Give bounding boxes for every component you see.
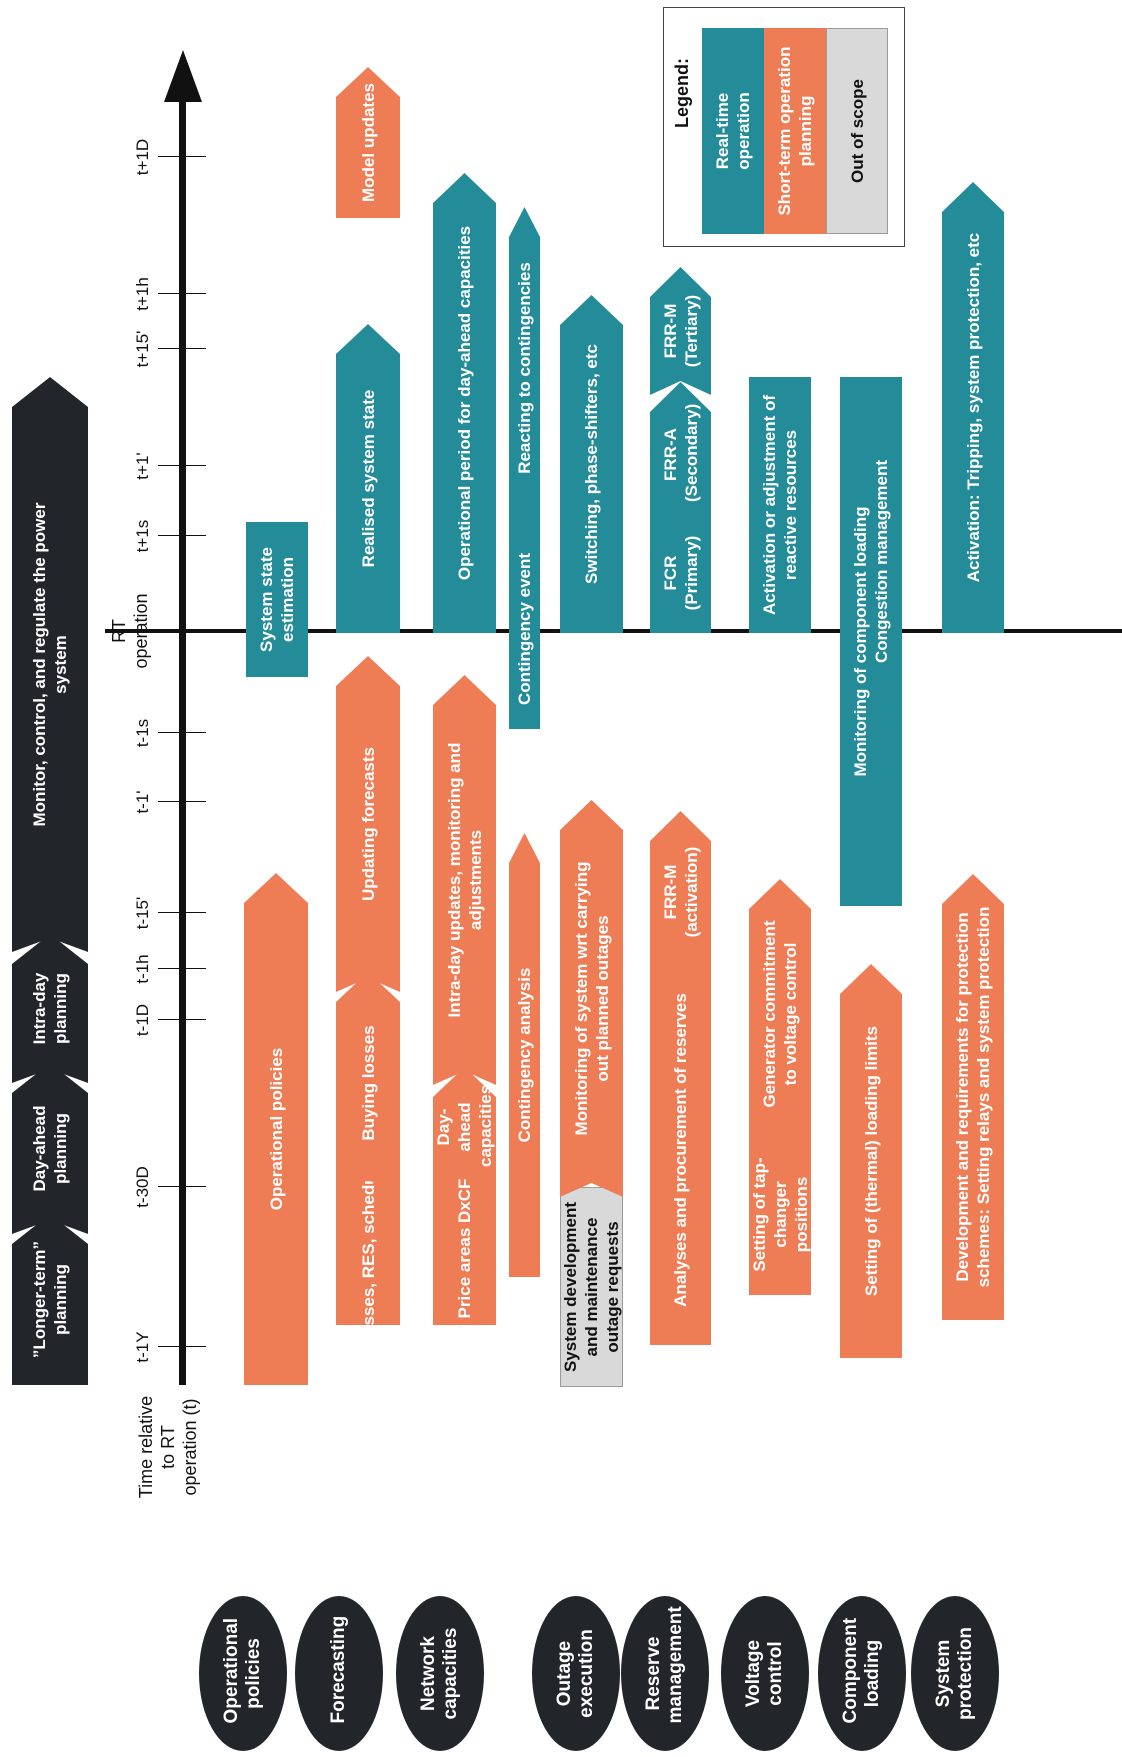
bar-operational-policies: Operational policies	[244, 873, 308, 1385]
monitoring-loading-text: Monitoring of component loading	[851, 506, 870, 777]
category-oval: Operational policies	[199, 1596, 287, 1751]
phase-monitor: Monitor, control, and regulate the power…	[12, 377, 88, 952]
congestion-text: Congestion management	[872, 459, 891, 664]
bar-contingency-analysis: Contingency analysis	[509, 833, 540, 1277]
axis-tick-label: t-1Y	[133, 1331, 152, 1363]
phase-longer-term: ”Longer-term” planning	[12, 1214, 88, 1385]
category-label: Reserve management	[643, 1606, 686, 1724]
axis-tick-mark	[158, 968, 206, 969]
bar-model-updates: Model updates	[336, 67, 400, 218]
bar-protection-development: Development and requirements for protect…	[942, 874, 1004, 1320]
bar-component-loading: Monitoring of component loading Congesti…	[840, 377, 902, 906]
axis-tick-mark	[158, 1186, 206, 1187]
category-label: Operational policies	[221, 1617, 264, 1724]
bar-reacting-to-contingencies: Reacting to contingencies	[509, 207, 540, 529]
axis-tick-mark	[158, 1346, 206, 1347]
category-label: Voltage control	[743, 1639, 786, 1708]
bar-reactive-resources: Activation or adjustment of reactive res…	[749, 377, 811, 633]
category-label: System protection	[933, 1627, 976, 1720]
bar-intra-day-updates: Intra-day updates, monitoring and adjust…	[433, 675, 496, 1085]
bar-contingency-event: Contingency event	[509, 529, 540, 729]
category-oval: Reserve management	[621, 1596, 709, 1751]
axis-tick-mark	[158, 912, 206, 913]
bar-frrm-tertiary: FRR-M (Tertiary)	[650, 267, 711, 395]
bar-monitoring-outages: Monitoring of system wrt carrying out pl…	[560, 800, 623, 1197]
axis-tick-mark	[158, 348, 206, 349]
legend: Legend: Real-time operation Short-term o…	[663, 7, 905, 247]
axis-tick-mark	[158, 535, 206, 536]
category-oval: Outage execution	[532, 1596, 620, 1751]
axis-tick-mark	[158, 465, 206, 466]
category-oval: Network capacities	[396, 1596, 484, 1751]
time-axis-arrowhead	[164, 50, 202, 102]
legend-shortterm: Short-term operation planning	[764, 28, 826, 234]
category-oval: Component loading	[818, 1596, 906, 1751]
axis-tick-mark	[158, 1019, 206, 1020]
axis-tick-mark	[158, 293, 206, 294]
axis-tick-label: t+1s	[133, 519, 152, 553]
axis-tick-mark	[158, 732, 206, 733]
bar-losses-res-schedules: Losses, RES, schedules	[336, 1151, 400, 1346]
category-label: Component loading	[840, 1617, 883, 1724]
bar-price-areas: Price areas DxCF	[433, 1172, 496, 1325]
axis-tick-label: t-15'	[133, 896, 152, 930]
bar-buying-losses: Buying losses	[336, 972, 400, 1194]
bar-thermal-limits: Setting of (thermal) loading limits	[840, 964, 902, 1358]
axis-tick-mark	[158, 801, 206, 802]
axis-tick-label: t+1'	[133, 452, 152, 480]
bar-operational-period: Operational period for day-ahead capacit…	[433, 173, 496, 633]
category-oval: System protection	[911, 1596, 999, 1751]
bar-frrm-activation: FRR-M (activation)	[650, 811, 711, 973]
axis-tick-label: t-30D	[133, 1166, 152, 1208]
legend-realtime: Real-time operation	[702, 28, 764, 234]
axis-label: Time relative to RT operation (t)	[136, 1395, 200, 1499]
category-oval: Voltage control	[721, 1596, 809, 1751]
bar-realised-system-state: Realised system state	[336, 324, 400, 633]
bar-switching: Switching, phase-shifters, etc	[560, 295, 623, 633]
phase-day-ahead: Day-ahead planning	[12, 1063, 88, 1234]
axis-tick-label: t-1'	[133, 790, 152, 814]
axis-tick-label: t-1s	[133, 718, 152, 748]
bar-generator-commitment: Generator commitment to voltage control	[749, 879, 811, 1149]
bar-system-state-estimation: System state estimation	[246, 522, 308, 677]
category-oval: Forecasting	[295, 1596, 383, 1751]
phase-intra-day: Intra-day planning	[12, 934, 88, 1083]
axis-tick-label: t+1D	[133, 138, 152, 176]
bar-frra: FRR-A (Secondary)	[650, 382, 711, 527]
bar-system-development: System development and maintenance outag…	[560, 1187, 623, 1387]
axis-tick-label: t+1h	[133, 277, 152, 311]
category-label: Network capacities	[418, 1627, 461, 1720]
bar-day-ahead-capacities: Day-ahead capacities	[433, 1067, 496, 1187]
bar-analyses-reserves: Analyses and procurement of reserves	[650, 955, 711, 1345]
axis-tick-mark	[158, 156, 206, 157]
bar-fcr: FCR (Primary)	[650, 513, 711, 633]
bar-tap-changer: Setting of tap-changer positions	[749, 1134, 811, 1295]
legend-title: Legend:	[672, 58, 692, 128]
bar-protection-activation: Activation: Tripping, system protection,…	[942, 182, 1004, 633]
category-label: Forecasting	[328, 1615, 349, 1724]
rt-operation-label: RT operation	[109, 593, 151, 669]
legend-out-of-scope: Out of scope	[826, 28, 888, 234]
bar-updating-forecasts: Updating forecasts	[336, 656, 400, 992]
category-label: Outage execution	[554, 1629, 597, 1718]
